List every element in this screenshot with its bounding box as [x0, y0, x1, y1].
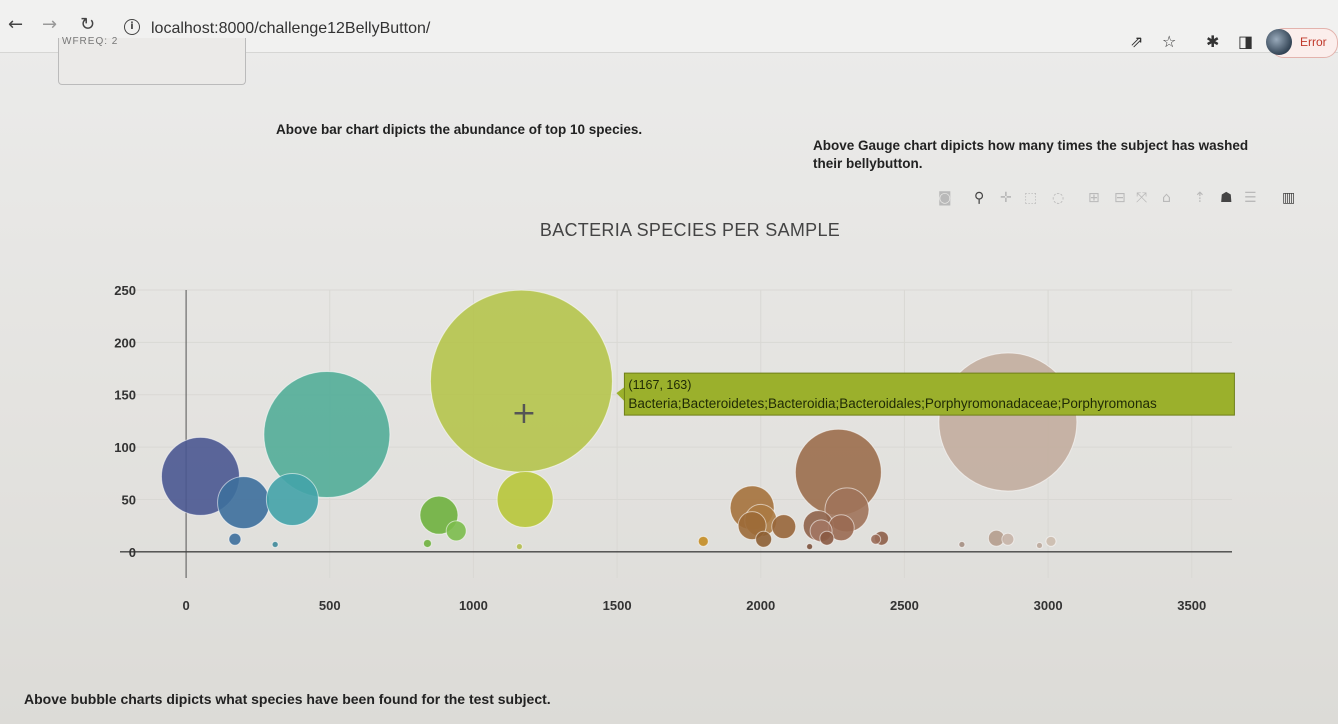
lasso-icon[interactable]: ◌	[1052, 190, 1065, 206]
y-tick-label: 50	[122, 492, 136, 507]
bubble-point	[263, 371, 391, 499]
panel-wfreq-text: WFREQ: 2	[62, 36, 119, 47]
bar-chart-caption: Above bar chart dipicts the abundance of…	[276, 122, 643, 137]
box-select-icon[interactable]: ⬚	[1024, 190, 1038, 206]
bubble-point	[422, 538, 432, 548]
camera-icon[interactable]: ◙	[938, 190, 952, 206]
chart-title: BACTERIA SPECIES PER SAMPLE	[539, 220, 841, 240]
profile-error-label[interactable]: Error	[1300, 35, 1327, 49]
demographic-panel	[58, 38, 246, 85]
extensions-icon[interactable]: ✱	[1206, 32, 1220, 51]
profile-avatar[interactable]	[1266, 29, 1292, 55]
bubble-point	[819, 530, 835, 546]
zoom-icon[interactable]: ⚲	[974, 190, 985, 206]
site-info-icon[interactable]: i	[124, 19, 140, 35]
x-tick-label: 1000	[459, 598, 488, 613]
back-icon[interactable]: ←	[8, 14, 24, 35]
bubble-point	[228, 532, 242, 546]
tooltip-coords: (1167, 163)	[628, 378, 691, 392]
bubble-point	[265, 472, 319, 526]
bubble-point	[806, 543, 814, 551]
y-tick-label: 250	[114, 283, 136, 298]
bubble-point	[445, 520, 467, 542]
reload-icon[interactable]: ↻	[80, 14, 96, 35]
sidepanel-icon[interactable]: ◨	[1238, 32, 1254, 51]
share-icon[interactable]: ⇗	[1130, 32, 1144, 51]
pan-icon[interactable]: ✛	[1000, 190, 1012, 206]
tooltip-pointer	[616, 387, 625, 402]
x-tick-label: 3500	[1177, 598, 1206, 613]
x-tick-label: 2000	[746, 598, 775, 613]
x-tick-label: 500	[319, 598, 341, 613]
bubble-point	[870, 533, 882, 545]
x-tick-label: 0	[182, 598, 189, 613]
hover-cursor: +	[511, 396, 536, 431]
y-tick-label: 0	[129, 545, 136, 560]
x-tick-label: 1500	[603, 598, 632, 613]
y-tick-label: 200	[114, 335, 136, 350]
bubble-point	[1045, 535, 1057, 547]
bubble-point	[515, 543, 523, 551]
bubble-point	[755, 530, 773, 548]
bubble-chart-caption: Above bubble charts dipicts what species…	[24, 691, 551, 707]
bubble-point	[697, 535, 709, 547]
x-tick-label: 3000	[1034, 598, 1063, 613]
reset-axes-icon[interactable]: ⌂	[1162, 190, 1171, 206]
gauge-caption-line1: Above Gauge chart dipicts how many times…	[813, 138, 1249, 153]
zoom-in-icon[interactable]: ⊞	[1088, 190, 1100, 206]
plotly-logo-icon[interactable]: ▥	[1282, 190, 1296, 206]
hover-compare-icon[interactable]: ☰	[1244, 190, 1257, 206]
forward-icon[interactable]: →	[42, 14, 58, 35]
autoscale-icon[interactable]: ⤧	[1136, 190, 1148, 206]
gauge-caption-line2: their bellybutton.	[813, 156, 923, 171]
bubble-point	[771, 514, 797, 540]
bubble-point	[1035, 542, 1043, 550]
y-tick-label: 150	[114, 388, 136, 403]
bubble-point	[496, 470, 554, 528]
hover-tooltip	[623, 372, 1235, 416]
spike-lines-icon[interactable]: ⇡	[1194, 190, 1206, 206]
bubble-point	[958, 540, 966, 548]
tooltip-taxonomy: Bacteria;Bacteroidetes;Bacteroidia;Bacte…	[628, 396, 1157, 411]
y-tick-label: 100	[114, 440, 136, 455]
address-bar[interactable]: localhost:8000/challenge12BellyButton/	[151, 20, 431, 37]
hover-closest-icon[interactable]: ☗	[1220, 190, 1233, 206]
bubble-point	[217, 476, 271, 530]
x-tick-label: 2500	[890, 598, 919, 613]
bubble-point	[429, 289, 613, 473]
bubble-point	[271, 540, 279, 548]
zoom-out-icon[interactable]: ⊟	[1114, 190, 1126, 206]
bookmark-star-icon[interactable]: ☆	[1162, 32, 1177, 51]
bubble-point	[1001, 532, 1015, 546]
